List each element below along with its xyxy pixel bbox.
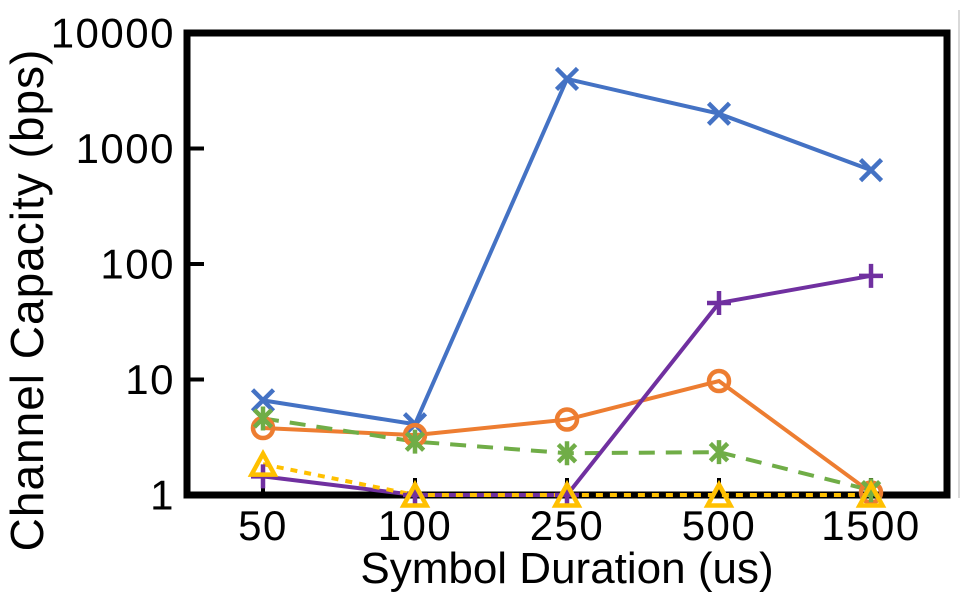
markers-green-asterisk-series — [252, 406, 882, 503]
series-markers — [247, 66, 887, 508]
marker-triangle-up — [855, 479, 887, 508]
y-tick-label: 10000 — [51, 10, 175, 57]
markers-yellow-triangle-series — [247, 448, 887, 508]
x-tick-label: 100 — [378, 502, 453, 549]
marker-x — [858, 158, 884, 183]
marker-triangle-up — [399, 479, 431, 508]
x-tick-label: 250 — [530, 502, 605, 549]
x-tick-label: 1500 — [821, 502, 920, 549]
marker-plus — [707, 290, 731, 315]
y-axis-ticks: 10000 1000 100 10 1 — [51, 10, 204, 519]
marker-plus — [859, 263, 883, 288]
marker-triangle-up — [247, 448, 279, 477]
marker-triangle-up — [703, 479, 735, 508]
marker-asterisk — [556, 441, 578, 466]
line-blue-x-series — [262, 76, 872, 427]
line-orange-circle-series — [262, 378, 873, 495]
x-tick-label: 50 — [238, 502, 288, 549]
marker-x — [250, 388, 276, 413]
marker-asterisk — [404, 429, 426, 454]
marker-x — [706, 101, 732, 126]
y-tick-label: 10 — [125, 356, 175, 403]
line-yellow-triangle-series — [262, 462, 871, 497]
x-axis-title: Symbol Duration (us) — [360, 544, 774, 593]
marker-x — [554, 66, 580, 92]
cropped-right-border-line — [958, 10, 960, 498]
x-axis-ticks: 50 100 250 500 1500 — [238, 478, 920, 549]
y-axis-title: Channel Capacity (bps) — [1, 48, 53, 552]
marker-asterisk — [708, 440, 730, 465]
marker-circle — [554, 407, 580, 432]
marker-asterisk — [252, 406, 274, 431]
series-lines — [262, 76, 873, 497]
y-tick-label: 1000 — [76, 125, 175, 172]
marker-circle — [706, 368, 732, 394]
marker-triangle-up — [551, 479, 583, 508]
x-tick-label: 500 — [682, 502, 757, 549]
y-tick-label: 1 — [150, 472, 175, 519]
markers-purple-plus-series — [251, 263, 883, 507]
y-tick-label: 100 — [100, 241, 175, 288]
markers-blue-x-series — [250, 66, 884, 437]
